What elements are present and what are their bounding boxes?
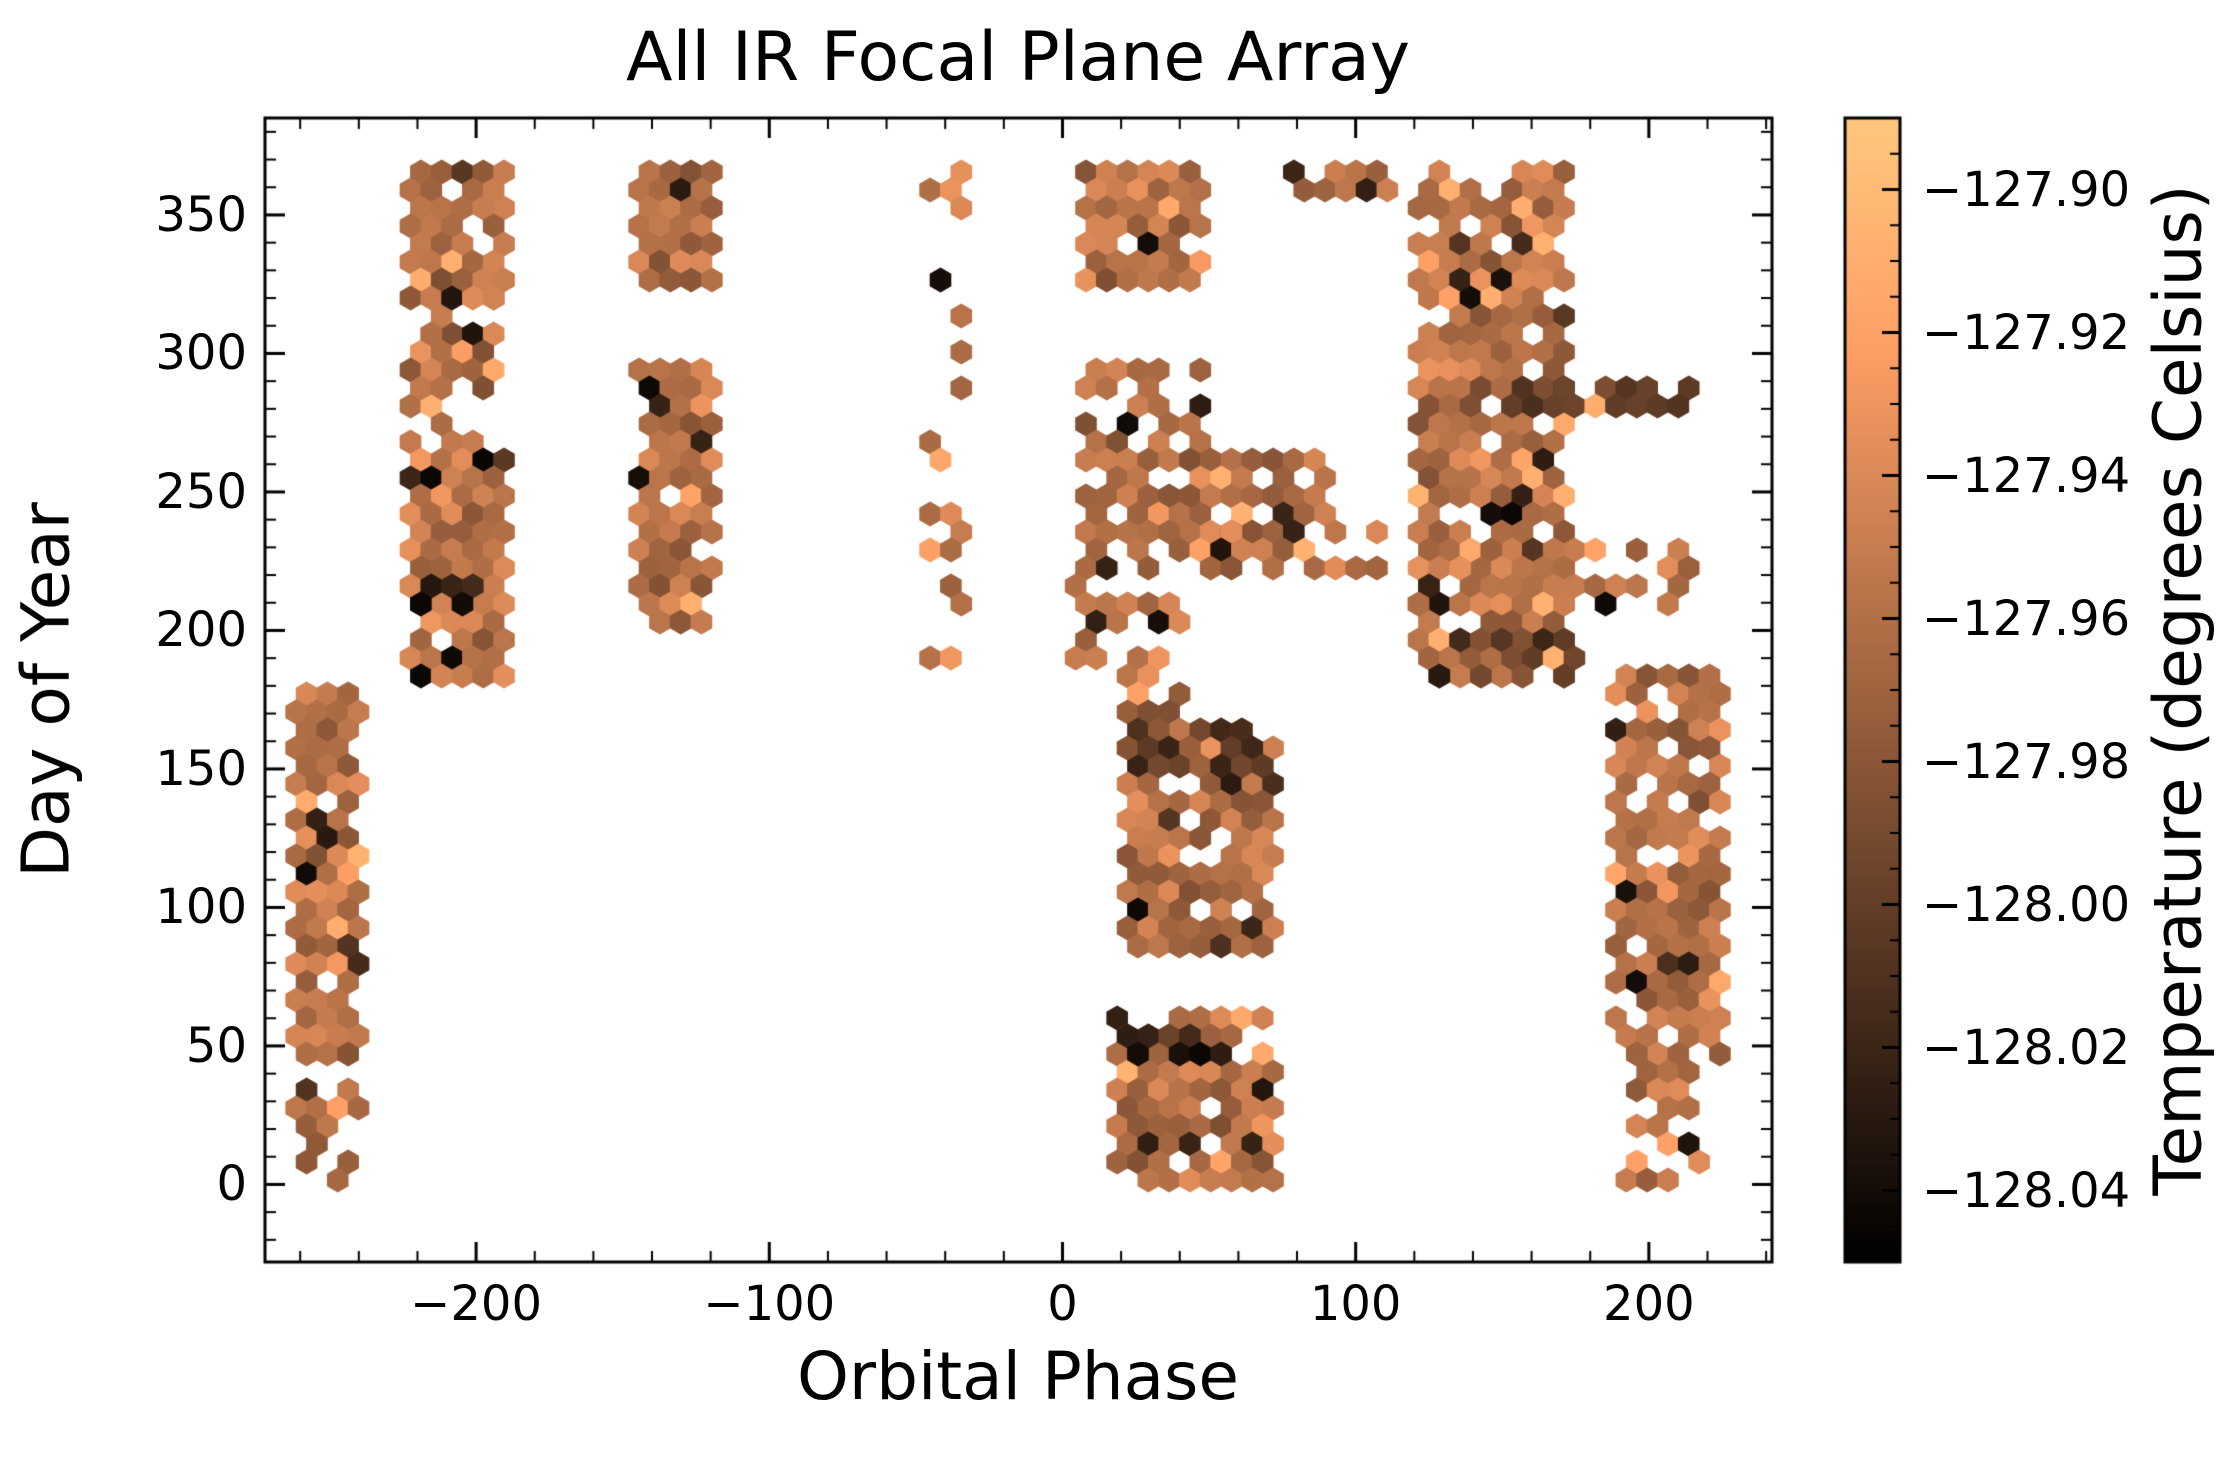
y-tick-label: 300 [155,325,247,382]
y-tick-label: 0 [216,1156,247,1213]
y-tick-label: 150 [155,740,247,797]
y-tick-label: 50 [185,1017,247,1074]
colorbar-tick-label: −127.92 [1922,304,2131,361]
colorbar-tick-label: −128.02 [1922,1019,2131,1076]
y-axis-label: Day of Year [7,502,85,878]
colorbar-tick-label: −128.00 [1922,876,2131,933]
colorbar-tick-label: −127.90 [1922,161,2131,218]
x-tick-label: −200 [410,1276,543,1332]
x-tick-label: 0 [1047,1276,1078,1332]
x-tick-label: −100 [703,1276,836,1332]
y-tick-label: 200 [155,602,247,659]
colorbar-tick-label: −128.04 [1922,1162,2131,1219]
y-tick-label: 250 [155,463,247,520]
x-tick-label: 200 [1603,1276,1695,1332]
colorbar-tick-label: −127.98 [1922,733,2131,790]
colorbar-label: Temperature (degrees Celsius) [2139,184,2217,1196]
y-tick-label: 100 [155,879,247,936]
chart-title: All IR Focal Plane Array [626,18,1410,97]
x-tick-label: 100 [1309,1276,1402,1332]
colorbar-tick-label: −127.94 [1922,447,2131,504]
y-tick-label: 350 [155,186,247,243]
x-axis-label: Orbital Phase [796,1338,1240,1415]
colorbar-tick-label: −127.96 [1922,590,2131,647]
